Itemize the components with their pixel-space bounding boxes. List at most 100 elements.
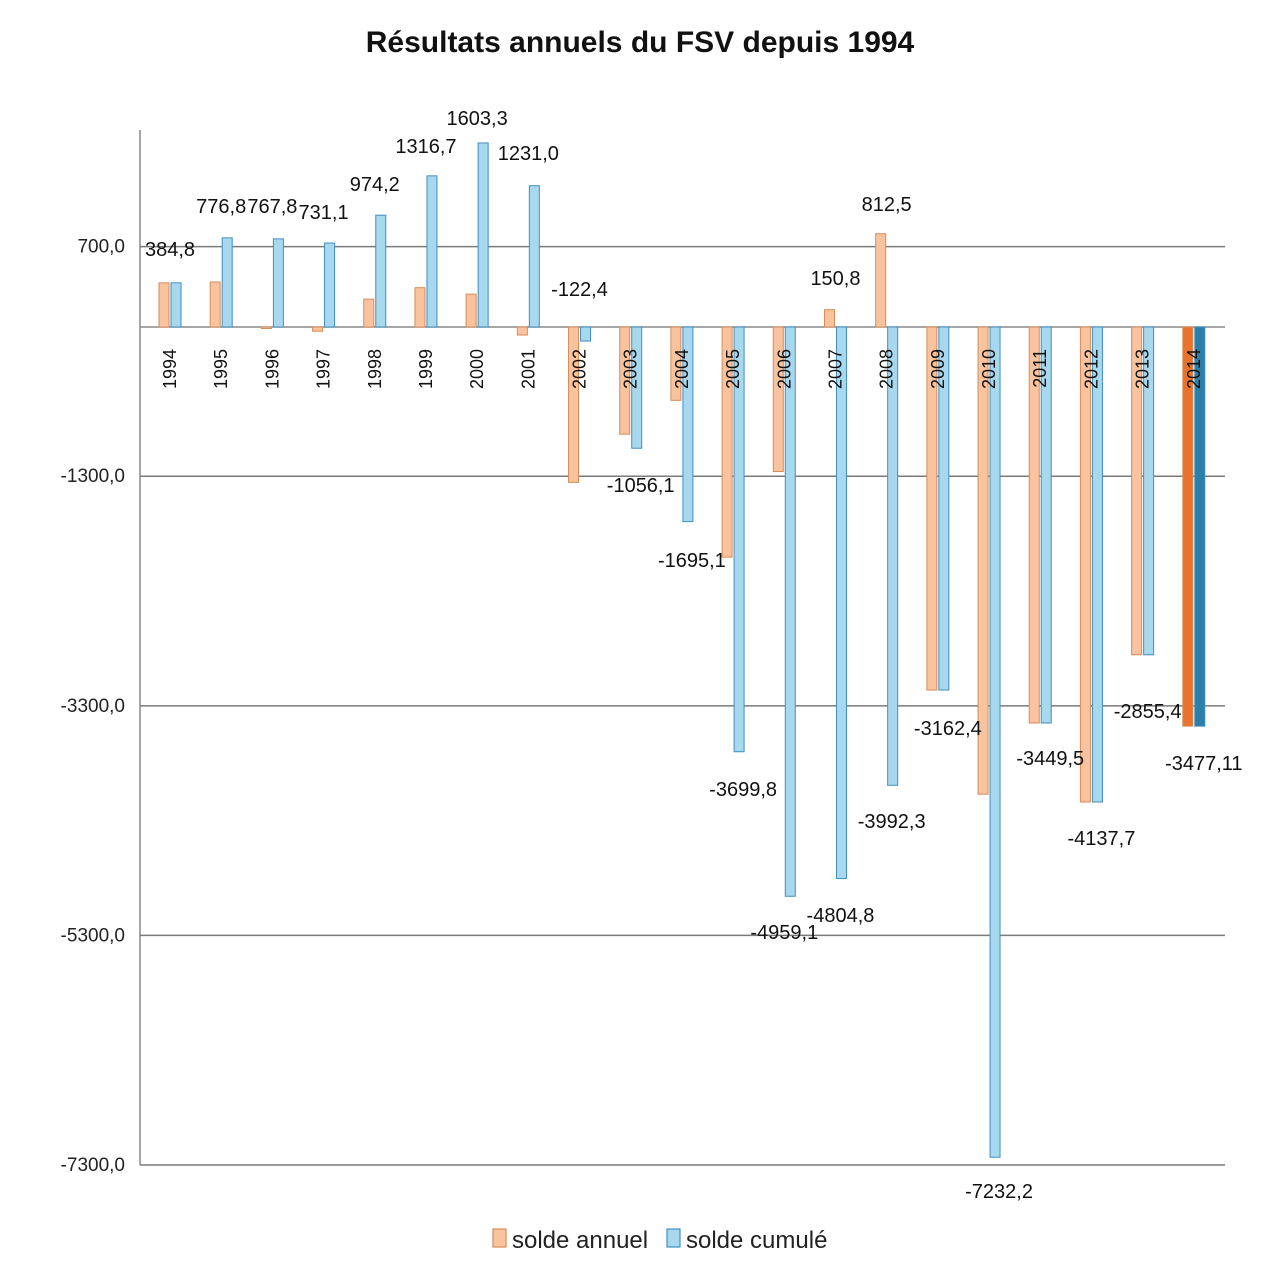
y-tick-label: -7300,0: [61, 1155, 125, 1176]
bar-annuel-1997: [312, 326, 324, 332]
x-tick-label-2002: 2002: [570, 349, 590, 389]
data-label-2004: -1695,1: [658, 550, 726, 572]
x-tick-label-2000: 2000: [467, 349, 487, 389]
bar-cumule-2014: [1194, 326, 1206, 727]
bar-cumule-1995: [221, 237, 233, 328]
x-tick-label-2007: 2007: [825, 349, 845, 389]
data-label-2002: -122,4: [551, 279, 608, 301]
bar-annuel-2003: [619, 326, 631, 435]
bar-cumule-2010: [989, 326, 1001, 1158]
data-label-2013: -2855,4: [1114, 701, 1182, 723]
bar-cumule-2000: [477, 142, 489, 328]
x-tick-label-2012: 2012: [1081, 349, 1101, 389]
bar-cumule-1999: [426, 175, 438, 328]
bar-cumule-1998: [375, 214, 387, 328]
x-tick-label-2014: 2014: [1184, 349, 1204, 389]
bar-annuel-2009: [926, 326, 938, 691]
y-tick-label: 700,0: [77, 237, 125, 258]
data-label-1999: 1316,7: [395, 136, 456, 158]
y-tick-label: -3300,0: [61, 696, 125, 717]
bar-annuel-2012: [1079, 326, 1091, 803]
bar-cumule-2001: [528, 185, 540, 328]
data-label-1997: 731,1: [299, 202, 349, 224]
bar-cumule-2003: [631, 326, 643, 449]
bar-cumule-2007: [835, 326, 847, 880]
bar-annuel-2007: [823, 309, 835, 328]
bar-annuel-2008: [875, 233, 887, 328]
bar-cumule-1994: [170, 282, 182, 328]
bar-annuel-1996: [260, 326, 272, 329]
bar-annuel-1999: [414, 287, 426, 328]
data-label-1995: 776,8: [196, 196, 246, 218]
bar-annuel-1994: [158, 282, 170, 328]
legend-swatch-cumule: [666, 1228, 681, 1248]
x-tick-label-2010: 2010: [979, 349, 999, 389]
data-label-2006: -4959,1: [750, 922, 818, 944]
bar-annuel-1998: [363, 298, 375, 328]
bar-annuel-2006: [772, 326, 784, 473]
x-tick-label-2013: 2013: [1133, 349, 1153, 389]
data-label-2009: -3162,4: [914, 718, 982, 740]
bar-cumule-2013: [1143, 326, 1155, 656]
x-tick-label-2005: 2005: [723, 349, 743, 389]
y-tick-label: -1300,0: [61, 466, 125, 487]
bar-cumule-2009: [938, 326, 950, 691]
bar-annuel-2005: [721, 326, 733, 558]
bar-annuel-2001: [516, 326, 528, 336]
legend-label-annuel: solde annuel: [512, 1227, 648, 1254]
x-tick-label-1998: 1998: [365, 349, 385, 389]
data-label-2008: 812,5: [862, 194, 912, 216]
x-tick-label-2006: 2006: [774, 349, 794, 389]
data-label-2000: 1603,3: [447, 108, 508, 130]
bar-cumule-2011: [1040, 326, 1052, 724]
legend-label-cumule: solde cumulé: [686, 1227, 827, 1254]
legend: solde annuel solde cumulé: [492, 1227, 827, 1254]
bar-cumule-2005: [733, 326, 745, 753]
data-label-2011: -3449,5: [1016, 748, 1084, 770]
data-label-2012: -4137,7: [1068, 828, 1136, 850]
bar-annuel-2014: [1182, 326, 1194, 727]
x-tick-label-2001: 2001: [518, 349, 538, 389]
bar-annuel-2011: [1028, 326, 1040, 724]
x-tick-labels: 1994 1995 1996 1997 1998 1999 2000 2001 2002 2003…: [160, 349, 1204, 389]
x-tick-label-2011: 2011: [1030, 349, 1050, 388]
data-label-1998: 974,2: [350, 174, 400, 196]
data-label-2007: 150,8: [810, 268, 860, 290]
bar-cumule-1996: [272, 238, 284, 328]
data-label-2003: -1056,1: [607, 475, 675, 497]
x-tick-label-1995: 1995: [211, 349, 231, 389]
bar-annuel-1995: [209, 281, 221, 328]
data-label-2010: -7232,2: [965, 1181, 1033, 1203]
bar-annuel-2013: [1131, 326, 1143, 656]
bar-annuel-2004: [670, 326, 682, 401]
data-label-2007: -4804,8: [807, 905, 875, 927]
data-label-2014: -3477,11: [1165, 753, 1242, 775]
bar-annuel-2000: [465, 293, 477, 328]
bar-cumule-2002: [580, 326, 592, 342]
data-label-1996: 767,8: [247, 196, 297, 218]
x-tick-label-2008: 2008: [877, 349, 897, 389]
bar-cumule-2008: [887, 326, 899, 786]
bar-annuel-2002: [568, 326, 580, 483]
data-label-1994: 384,8: [145, 239, 195, 261]
legend-swatch-annuel: [492, 1228, 507, 1248]
x-tick-label-1999: 1999: [416, 349, 436, 389]
bar-cumule-1997: [324, 242, 336, 328]
bar-annuel-2010: [977, 326, 989, 795]
data-label-2008: -3992,3: [858, 811, 926, 833]
bar-cumule-2012: [1091, 326, 1103, 803]
x-tick-label-2003: 2003: [621, 349, 641, 389]
bar-cumule-2006: [784, 326, 796, 897]
x-tick-label-1994: 1994: [160, 349, 180, 389]
y-tick-label: -5300,0: [61, 925, 125, 946]
data-label-2001: 1231,0: [498, 143, 559, 165]
data-label-2005: -3699,8: [709, 779, 777, 801]
bar-cumule-2004: [682, 326, 694, 523]
chart-title: Résultats annuels du FSV depuis 1994: [365, 26, 915, 59]
x-tick-label-2004: 2004: [672, 349, 692, 389]
bars-layer: [158, 142, 1206, 1158]
x-tick-label-1996: 1996: [262, 349, 282, 389]
